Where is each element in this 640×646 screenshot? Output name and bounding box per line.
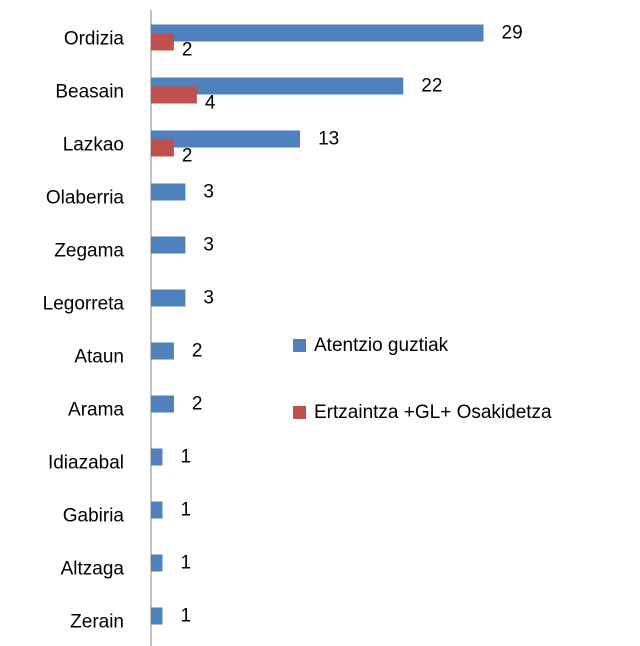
bar [151, 501, 163, 519]
data-label: 3 [203, 288, 214, 309]
data-label: 3 [203, 235, 214, 256]
data-label: 4 [205, 93, 216, 114]
y-tick-label: Zerain [70, 612, 124, 633]
bar [151, 554, 163, 572]
data-label: 2 [192, 341, 203, 362]
legend-label: Ertzaintza +GL+ Osakidetza [314, 402, 552, 423]
data-label: 1 [180, 606, 191, 627]
y-tick-label: Arama [68, 400, 124, 421]
legend-swatch [293, 406, 306, 419]
data-label: 1 [180, 500, 191, 521]
data-label: 3 [203, 182, 214, 203]
y-tick-label: Lazkao [63, 135, 124, 156]
bar [151, 183, 186, 201]
y-tick-label: Gabiria [63, 506, 125, 527]
data-label: 1 [180, 553, 191, 574]
bar [151, 24, 484, 42]
y-tick-label: Ordizia [64, 29, 125, 50]
bar [151, 77, 404, 95]
data-label: 29 [502, 23, 523, 44]
bar [151, 139, 174, 157]
data-label: 13 [318, 129, 339, 150]
legend-label: Atentzio guztiak [314, 335, 449, 356]
bar [151, 236, 186, 254]
data-label: 1 [180, 447, 191, 468]
y-tick-label: Ataun [74, 347, 124, 368]
bar [151, 33, 174, 51]
y-tick-label: Legorreta [43, 294, 125, 315]
data-label: 2 [182, 40, 193, 61]
y-tick-label: Idiazabal [48, 453, 124, 474]
bar [151, 448, 163, 466]
data-label: 22 [421, 76, 442, 97]
data-label: 2 [182, 146, 193, 167]
y-tick-label: Beasain [55, 82, 124, 103]
y-tick-label: Olaberria [46, 188, 125, 209]
bar [151, 607, 163, 625]
bar [151, 395, 174, 413]
y-tick-label: Zegama [54, 241, 124, 262]
bar [151, 130, 301, 148]
bar [151, 342, 174, 360]
bar [151, 289, 186, 307]
data-label: 2 [192, 394, 203, 415]
bar [151, 86, 197, 104]
legend-swatch [293, 339, 306, 352]
y-tick-label: Altzaga [61, 559, 125, 580]
